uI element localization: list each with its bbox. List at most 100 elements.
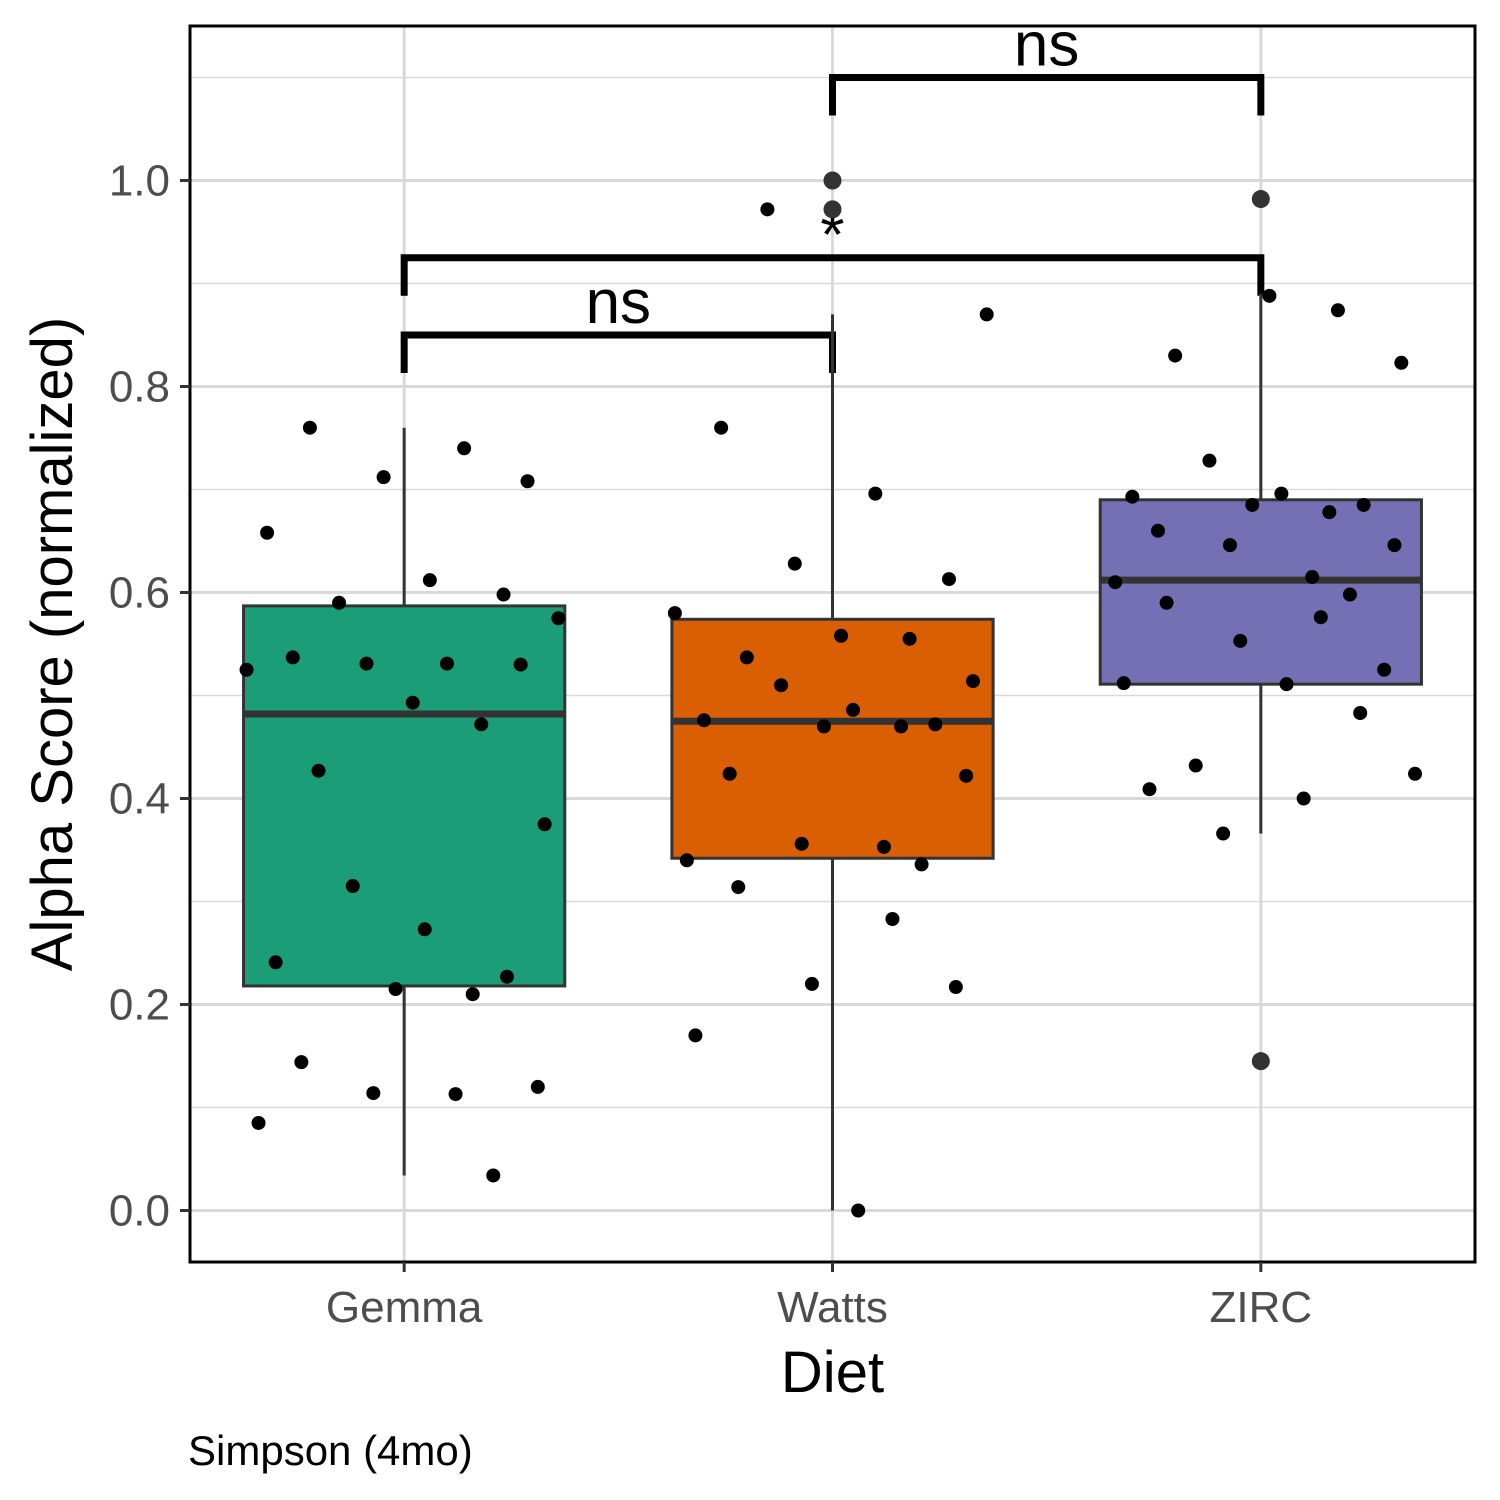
box bbox=[1098, 498, 1423, 686]
data-point bbox=[679, 853, 694, 868]
data-point bbox=[268, 955, 283, 970]
boxplots bbox=[242, 171, 1423, 1211]
data-point bbox=[285, 650, 300, 665]
outlier-point bbox=[1251, 1052, 1270, 1071]
points-watts bbox=[667, 202, 994, 1218]
data-point bbox=[1279, 677, 1294, 692]
data-point bbox=[345, 879, 360, 894]
x-axis-title: Diet bbox=[781, 1340, 884, 1405]
data-point bbox=[513, 657, 528, 672]
data-point bbox=[894, 719, 909, 734]
data-point bbox=[868, 486, 883, 501]
data-point bbox=[1116, 676, 1131, 691]
data-point bbox=[239, 662, 254, 677]
data-point bbox=[1377, 662, 1392, 677]
box bbox=[242, 604, 567, 988]
boxplot-gemma bbox=[242, 427, 567, 1176]
data-point bbox=[1188, 758, 1203, 773]
data-point bbox=[739, 650, 754, 665]
data-point bbox=[260, 525, 275, 540]
data-point bbox=[457, 441, 472, 456]
data-point bbox=[1296, 791, 1311, 806]
data-point bbox=[1202, 453, 1217, 468]
bracket-line bbox=[400, 254, 1265, 296]
data-point bbox=[376, 470, 391, 485]
data-point bbox=[530, 1079, 545, 1094]
data-point bbox=[760, 202, 775, 217]
data-point bbox=[774, 678, 789, 693]
data-point bbox=[851, 1203, 866, 1218]
data-point bbox=[294, 1055, 309, 1070]
data-point bbox=[302, 420, 317, 435]
data-point bbox=[928, 717, 943, 732]
bracket-line bbox=[829, 74, 1265, 116]
data-point bbox=[1222, 538, 1237, 553]
data-point bbox=[816, 719, 831, 734]
axes: 0.0 0.2 0.4 0.6 0.8 1.0 Gemma Watts ZIRC bbox=[109, 157, 1312, 1333]
data-point bbox=[551, 611, 566, 626]
data-point bbox=[1408, 766, 1423, 781]
data-point bbox=[804, 976, 819, 991]
data-point bbox=[1305, 570, 1320, 585]
data-point bbox=[834, 628, 849, 643]
data-point bbox=[846, 702, 861, 717]
data-point bbox=[251, 1115, 266, 1130]
y-tick-label: 1.0 bbox=[109, 157, 170, 206]
data-point bbox=[948, 979, 963, 994]
outlier-point bbox=[823, 200, 842, 219]
data-point bbox=[1168, 348, 1183, 363]
data-point bbox=[1142, 782, 1157, 797]
data-point bbox=[1342, 587, 1357, 602]
data-point bbox=[359, 656, 374, 671]
data-point bbox=[885, 912, 900, 927]
data-point bbox=[499, 969, 514, 984]
data-point bbox=[537, 817, 552, 832]
data-point bbox=[942, 572, 957, 587]
data-point bbox=[1313, 610, 1328, 625]
points-gemma bbox=[239, 420, 566, 1183]
outlier-point bbox=[1251, 190, 1270, 209]
data-point bbox=[688, 1028, 703, 1043]
data-point bbox=[448, 1087, 463, 1102]
data-point bbox=[1330, 303, 1345, 318]
data-point bbox=[1356, 497, 1371, 512]
boxplot-watts bbox=[670, 171, 995, 1211]
data-point bbox=[1233, 633, 1248, 648]
data-point bbox=[332, 595, 347, 610]
data-points bbox=[239, 202, 1423, 1218]
box bbox=[670, 617, 995, 860]
data-point bbox=[914, 857, 929, 872]
data-point bbox=[1159, 595, 1174, 610]
data-point bbox=[422, 573, 437, 588]
significance-label: ns bbox=[1014, 11, 1079, 80]
x-tick-label: ZIRC bbox=[1210, 1283, 1313, 1332]
data-point bbox=[1394, 355, 1409, 370]
data-point bbox=[965, 674, 980, 689]
y-axis-title: Alpha Score (normalized) bbox=[20, 317, 85, 971]
data-point bbox=[667, 606, 682, 621]
chart-caption: Simpson (4mo) bbox=[188, 1427, 473, 1474]
data-point bbox=[405, 695, 420, 710]
data-point bbox=[388, 982, 403, 997]
y-tick-label: 0.4 bbox=[109, 775, 170, 824]
data-point bbox=[465, 987, 480, 1002]
x-tick-label: Gemma bbox=[326, 1283, 483, 1332]
bracket-watts-zirc: ns bbox=[829, 11, 1265, 116]
data-point bbox=[697, 713, 711, 728]
data-point bbox=[1387, 538, 1402, 553]
data-point bbox=[794, 836, 809, 851]
significance-brackets: ns*ns bbox=[400, 11, 1265, 373]
outlier-point bbox=[823, 171, 842, 190]
data-point bbox=[979, 307, 994, 322]
y-tick-label: 0.8 bbox=[109, 363, 170, 412]
data-point bbox=[1125, 489, 1140, 504]
data-point bbox=[722, 766, 737, 781]
data-point bbox=[959, 768, 974, 783]
points-zirc bbox=[1108, 288, 1423, 841]
y-tick-label: 0.6 bbox=[109, 569, 170, 618]
data-point bbox=[486, 1168, 501, 1183]
data-point bbox=[1274, 486, 1289, 501]
data-point bbox=[366, 1086, 381, 1101]
data-point bbox=[474, 717, 489, 732]
data-point bbox=[787, 556, 802, 571]
